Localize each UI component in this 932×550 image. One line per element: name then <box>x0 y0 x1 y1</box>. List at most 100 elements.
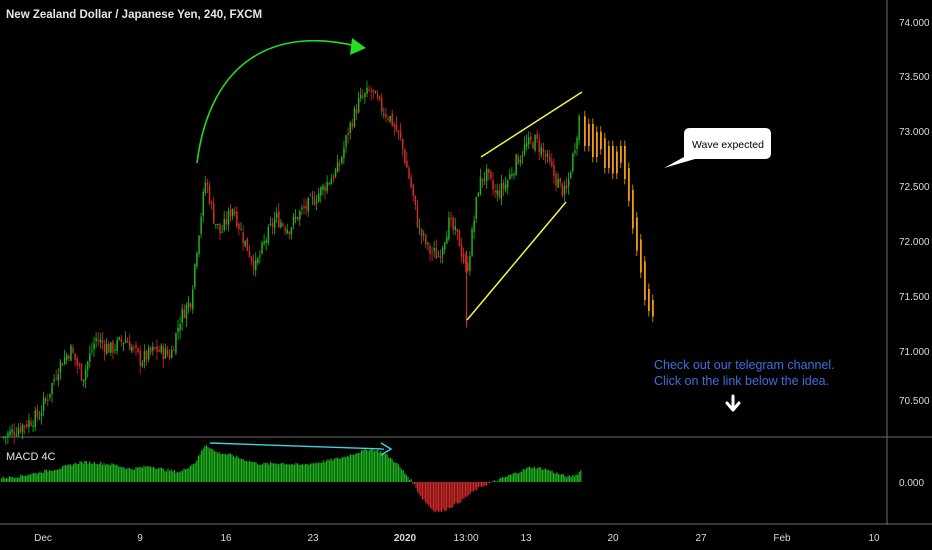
macd-bar <box>245 460 247 482</box>
candle-body <box>221 231 223 233</box>
macd-bar <box>324 462 326 482</box>
candle-body <box>103 344 106 352</box>
macd-bar <box>338 458 340 482</box>
candle-body <box>110 342 112 353</box>
macd-bar <box>519 472 521 482</box>
candle-body <box>324 186 326 192</box>
candle-body <box>185 305 188 319</box>
candle-body <box>194 264 196 288</box>
candle-body <box>441 247 444 256</box>
candle-body <box>225 219 228 225</box>
macd-bar <box>209 448 211 482</box>
candle-body <box>210 202 213 204</box>
callout-bubble[interactable]: Wave expected <box>664 128 771 168</box>
macd-bar <box>529 466 531 482</box>
candle-body <box>492 179 494 190</box>
candle-body <box>519 159 522 163</box>
macd-bar <box>444 482 446 512</box>
candle-body <box>315 201 318 204</box>
macd-bar <box>247 461 249 482</box>
candle-body <box>574 150 576 153</box>
macd-bar <box>394 462 396 482</box>
macd-bar <box>489 482 491 484</box>
macd-bar <box>356 453 358 482</box>
macd-bar <box>378 452 380 482</box>
macd-bar <box>509 474 511 482</box>
macd-bar <box>33 473 35 482</box>
candle-body <box>515 154 517 175</box>
macd-bar <box>17 477 19 482</box>
time-tick-20: 20 <box>607 533 619 544</box>
macd-bar <box>298 464 300 482</box>
candle-body <box>557 179 559 188</box>
candle-body <box>238 223 240 230</box>
macd-bar <box>277 464 279 482</box>
candle-body <box>82 379 85 382</box>
macd-bar <box>153 466 155 482</box>
candle-body <box>301 207 303 210</box>
candle-body <box>273 218 276 229</box>
macd-bar <box>452 482 454 508</box>
candle-body <box>175 333 177 353</box>
candle-body <box>240 229 242 231</box>
candle-body <box>164 348 167 359</box>
macd-bar <box>18 477 20 482</box>
candle-body <box>578 116 580 141</box>
macd-bar <box>466 482 468 497</box>
candle-body <box>219 223 221 234</box>
channel-upper-line[interactable] <box>480 91 583 158</box>
candle-body <box>393 124 396 127</box>
macd-bar <box>282 463 284 482</box>
macd-bar <box>207 446 209 482</box>
macd-bar <box>474 482 476 490</box>
macd-bar <box>308 464 310 482</box>
candle-body <box>91 350 93 352</box>
macd-bar <box>194 462 196 482</box>
candle-body <box>196 252 198 267</box>
candle-body <box>189 303 192 308</box>
arc-arrow[interactable] <box>196 39 361 164</box>
macd-bar <box>217 453 219 482</box>
macd-bar <box>239 458 241 482</box>
projection-candle <box>644 261 646 300</box>
macd-bar <box>260 465 262 482</box>
macd-bar <box>218 451 220 482</box>
macd-bar <box>89 461 91 482</box>
projection-candle <box>588 124 590 146</box>
macd-bar <box>36 473 38 482</box>
macd-bar <box>418 482 420 495</box>
candle-body <box>307 197 309 212</box>
macd-bar <box>87 463 89 482</box>
macd-bar <box>237 457 239 482</box>
candle-body <box>534 135 536 151</box>
candle-body <box>458 230 461 247</box>
candle-body <box>435 248 438 259</box>
candle-body <box>532 142 534 149</box>
candle-body <box>433 248 435 251</box>
macd-bar <box>268 464 270 482</box>
macd-bar <box>375 450 377 482</box>
channel-lower-line[interactable] <box>466 201 567 321</box>
candle-body <box>160 345 162 353</box>
candle-body <box>158 349 160 352</box>
candle-body <box>297 217 299 221</box>
macd-bar <box>55 469 57 482</box>
candle-body <box>546 153 549 157</box>
candle-body <box>481 178 484 182</box>
candle-body <box>305 205 307 209</box>
candle-body <box>542 148 545 153</box>
macd-bar <box>511 474 513 482</box>
macd-bar <box>306 464 308 482</box>
macd-bar <box>106 463 108 482</box>
candle-body <box>200 216 202 234</box>
macd-bar <box>513 472 515 482</box>
candle-body <box>40 412 43 417</box>
macd-divergence-arrowhead-icon <box>380 442 393 456</box>
candle-body <box>423 233 425 235</box>
candle-body <box>145 350 148 360</box>
candle-body <box>404 149 406 163</box>
candle-body <box>202 191 204 216</box>
macd-bar <box>196 460 198 482</box>
macd-bar <box>265 463 267 482</box>
macd-divergence-line[interactable] <box>209 442 385 450</box>
